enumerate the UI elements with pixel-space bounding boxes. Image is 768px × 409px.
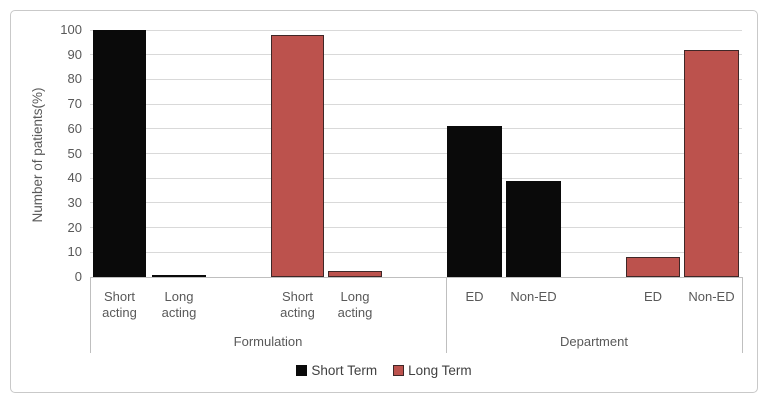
bar-short-term-formulation-short-acting (93, 30, 146, 277)
x-category-label-ed-4: ED (465, 289, 484, 304)
legend-label-short-term: Short Term (311, 363, 378, 378)
x-category-label-ed-6: ED (643, 289, 663, 304)
gridline-30 (90, 202, 742, 204)
legend-item-short-term: Short Term (296, 363, 377, 378)
y-tick-label-60: 60 (67, 120, 82, 136)
category-separator-1 (446, 277, 447, 353)
legend-swatch-long-term-icon (393, 365, 405, 376)
x-category-label-non-ed-7: Non-ED (688, 289, 735, 304)
y-tick-label-100: 100 (60, 22, 82, 37)
x-group-label-formulation: Formulation (233, 334, 303, 349)
y-tick-label-0: 0 (74, 269, 82, 284)
y-tick-label-20: 20 (67, 219, 82, 235)
gridline-90 (90, 54, 742, 56)
gridline-40 (90, 177, 742, 179)
y-tick-label-70: 70 (67, 96, 82, 112)
y-tick-label-40: 40 (67, 170, 82, 186)
y-tick-label-30: 30 (67, 194, 82, 210)
bar-short-term-formulation-long-acting (152, 275, 206, 277)
category-separator-0 (90, 277, 91, 353)
y-tick-label-80: 80 (67, 71, 82, 87)
bar-long-term-formulation-short-acting (271, 34, 324, 277)
y-tick-label-10: 10 (67, 244, 82, 260)
bar-long-term-formulation-long-acting (328, 270, 382, 277)
gridline-60 (90, 128, 742, 130)
gridline-100 (90, 29, 742, 31)
legend-label-long-term: Long Term (408, 363, 472, 378)
gridline-50 (90, 153, 742, 154)
category-separator-2 (742, 277, 743, 353)
x-category-label-long-acting-3: Long acting (337, 289, 373, 320)
x-group-label-department: Department (560, 334, 628, 349)
gridline-70 (90, 103, 742, 105)
bar-short-term-department-non-ed (506, 180, 561, 277)
x-category-label-non-ed-5: Non-ED (510, 289, 557, 304)
x-category-label-short-acting-0: Short acting (102, 289, 137, 320)
x-category-label-short-acting-2: Short acting (280, 289, 315, 320)
y-tick-label-50: 50 (67, 145, 82, 161)
y-tick-label-90: 90 (67, 46, 82, 62)
legend-swatch-short-term-icon (296, 365, 308, 376)
gridline-10 (90, 251, 742, 253)
legend-item-long-term: Long Term (393, 363, 472, 378)
bar-long-term-department-non-ed (684, 49, 739, 277)
x-axis-line (90, 276, 742, 278)
gridline-20 (90, 227, 742, 229)
gridline-80 (90, 78, 742, 80)
bar-long-term-department-ed (626, 257, 680, 277)
bar-short-term-department-ed (447, 126, 502, 277)
x-category-label-long-acting-1: Long acting (161, 289, 197, 320)
legend: Short Term Long Term (10, 363, 758, 378)
